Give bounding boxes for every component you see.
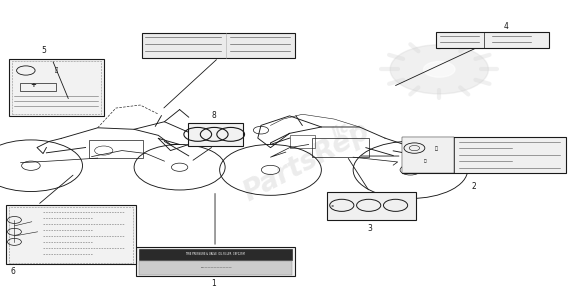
Bar <box>9 207 133 263</box>
Text: 🏍: 🏍 <box>424 159 426 163</box>
Text: 🏍: 🏍 <box>55 68 58 73</box>
Text: 2: 2 <box>472 182 476 191</box>
Circle shape <box>390 45 488 94</box>
Bar <box>402 137 566 173</box>
Bar <box>327 192 416 220</box>
Bar <box>312 138 369 157</box>
Text: TYRE PRESSURE & VALVE  OIL FILLER  CBF125M: TYRE PRESSURE & VALVE OIL FILLER CBF125M <box>186 252 245 256</box>
Bar <box>9 59 104 116</box>
Text: ⛽: ⛽ <box>435 146 438 151</box>
Text: ─────────────────────: ───────────────────── <box>199 266 231 270</box>
Bar <box>12 61 101 114</box>
Bar <box>139 249 292 260</box>
Bar <box>139 261 292 275</box>
Text: ⚙: ⚙ <box>330 204 334 208</box>
Bar <box>402 137 454 173</box>
Bar <box>436 32 549 48</box>
Text: lic: lic <box>330 120 352 140</box>
Text: PartsRep: PartsRep <box>238 117 375 207</box>
Bar <box>20 84 56 91</box>
Text: 4: 4 <box>503 21 508 31</box>
Text: 8: 8 <box>212 111 216 120</box>
Bar <box>6 205 136 264</box>
Circle shape <box>424 62 455 77</box>
Bar <box>188 123 243 146</box>
Text: 6: 6 <box>10 266 15 275</box>
Bar <box>290 135 315 148</box>
Bar <box>88 140 143 158</box>
Text: 1: 1 <box>212 279 216 288</box>
Bar <box>142 33 295 58</box>
Text: 3: 3 <box>368 224 372 233</box>
Text: +: + <box>31 81 36 88</box>
Text: 5: 5 <box>41 46 46 55</box>
Bar <box>136 247 295 276</box>
